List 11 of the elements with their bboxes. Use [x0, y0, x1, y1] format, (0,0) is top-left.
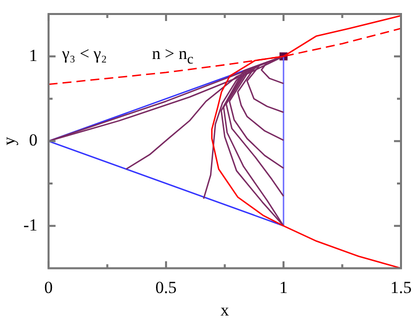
x-tick-label: 1 [279, 278, 288, 297]
x-tick-label: 1.5 [390, 278, 412, 297]
annotation: n > n$_{c}$ [152, 44, 194, 68]
y-tick-label: -1 [23, 215, 38, 234]
x-tick-label: 0.5 [155, 278, 177, 297]
y-axis-title: y [0, 136, 19, 146]
annotation: γ₃ < γ₂ [62, 44, 107, 64]
y-tick-label: 0 [29, 130, 38, 150]
x-tick-label: 0 [44, 278, 53, 297]
x-axis-title: x [220, 300, 230, 320]
y-tick-label: 1 [29, 46, 38, 65]
